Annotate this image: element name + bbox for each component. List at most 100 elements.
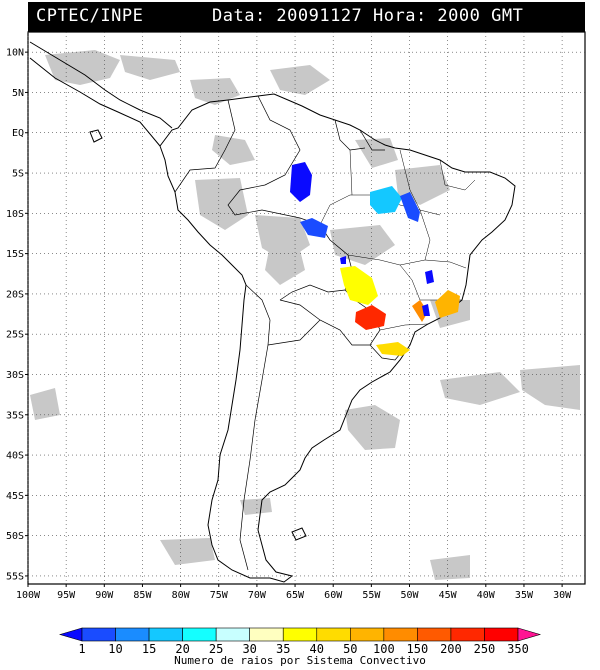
lightning-cluster-cyan [370,186,402,214]
lightning-cluster-yellow [376,342,410,356]
map-header: CPTEC/INPE Data: 20091127 Hora: 2000 GMT [28,2,585,32]
cloud-patch [195,178,248,230]
colorbar-cell [383,627,418,642]
state-border [349,149,353,196]
colorbar-cell [249,627,284,642]
lon-label: 80W [172,590,191,601]
south-america-coastline [159,93,516,583]
colorbar-cell [517,627,542,642]
lightning-cluster-blue [425,270,434,284]
border [279,289,381,346]
cloud-patch [190,78,240,105]
colorbar-label: 200 [440,642,462,656]
central-america-coastline [29,41,173,129]
lightning-cluster-blue [400,192,420,222]
lat-label: EQ [12,128,24,139]
lightning-cluster-yellow [340,266,378,305]
cloud-patch [330,225,395,265]
lightning-cluster-orange [412,300,428,322]
border [239,284,271,571]
colorbar-label: 40 [310,642,324,656]
state-borders [319,149,476,331]
central-america-coastline [29,57,161,147]
state-border [379,323,429,331]
lat-label: 20S [6,289,24,300]
lon-label: 70W [248,590,267,601]
colorbar-cell [81,627,116,642]
lightning-cluster-blue [422,304,430,316]
border [227,95,353,301]
lat-label: 10S [6,209,24,220]
lon-label: 50W [400,590,419,601]
lon-label: 95W [57,590,76,601]
colorbar-cell [58,627,83,642]
cloud-patch [430,555,470,580]
border [359,129,385,151]
lon-label: 35W [515,590,534,601]
lon-label: 75W [210,590,229,601]
colorbar-label: 10 [108,642,122,656]
lat-label: 10N [6,48,24,59]
colorbar-cell [282,627,318,642]
falkland-islands [291,527,307,541]
country-borders [174,95,406,571]
lat-label: 25S [6,330,24,341]
lat-label: 5S [12,169,24,180]
cloud-patch [30,388,60,420]
colorbar-label: 100 [373,642,395,656]
graticule [27,32,585,584]
lat-label: 45S [6,491,24,502]
border [267,319,321,346]
state-border [399,149,431,261]
colorbar-cell [316,627,351,642]
lon-label: 65W [286,590,305,601]
lon-label: 60W [324,590,343,601]
lat-label: 5N [12,88,24,99]
lightning-cluster-red [355,305,386,330]
lon-label: 100W [16,590,41,601]
longitude-labels: 100W 95W 90W 85W 80W 75W 70W 65W 60W 55W 50W 45W 40W… [16,584,572,601]
cloud-cover [30,50,580,580]
colorbar-label: 35 [276,642,290,656]
lat-label: 55S [6,571,24,582]
cloud-patch [345,405,400,450]
colorbar-label: 150 [407,642,429,656]
lat-label: 40S [6,451,24,462]
cloud-patch [120,55,180,80]
lightning-cluster-blue [290,162,312,202]
lightning-cluster-orange [435,290,460,318]
lon-label: 85W [133,590,152,601]
galapagos-islands [89,129,103,143]
colorbar-label: 15 [142,642,156,656]
header-datetime: Data: 20091127 Hora: 2000 GMT [212,6,524,26]
lon-label: 55W [362,590,381,601]
header-source: CPTEC/INPE [36,6,144,26]
cloud-patch [440,372,520,405]
cloud-patch [45,50,120,85]
lon-label: 30W [553,590,572,601]
colorbar-label: 20 [175,642,189,656]
latitude-labels: 10N 5N EQ 5S 10S 15S 20S 25S 30S 35S 40S 45S 50S 55S [6,48,28,582]
cloud-patch [265,245,305,285]
colorbar-cell [115,627,150,642]
lon-label: 45W [439,590,458,601]
colorbar-cells [58,627,542,642]
lat-label: 15S [6,249,24,260]
colorbar-cell [417,627,452,642]
colorbar-label: 250 [474,642,496,656]
cloud-patch [212,135,255,165]
state-border [399,259,467,269]
colorbar-cell [450,627,485,642]
lat-label: 35S [6,410,24,421]
map-frame [27,31,586,585]
colorbar-label: 30 [242,642,256,656]
cloud-patch [520,365,580,410]
colorbar-cell [215,627,250,642]
cloud-patch [160,538,215,565]
colorbar-cell [350,627,385,642]
cloud-patch [270,65,330,95]
colorbar-label: 25 [209,642,223,656]
colorbar-label: 1 [78,642,85,656]
